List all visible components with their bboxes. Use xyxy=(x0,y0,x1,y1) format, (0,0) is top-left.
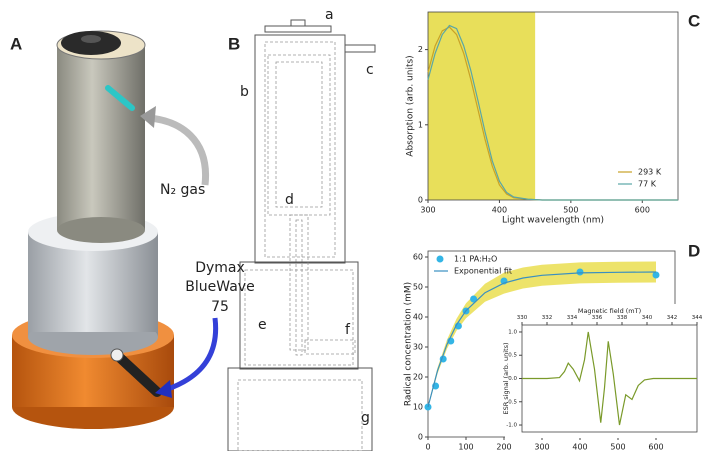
legend-label: Exponential fit xyxy=(454,267,512,276)
part-label: d xyxy=(285,192,294,208)
y-axis-label: ESR signal (arb. units) xyxy=(502,342,510,414)
part-label: a xyxy=(325,7,334,23)
y-tick-label: 20 xyxy=(413,373,423,382)
legend-label: 1:1 PA:H₂O xyxy=(454,255,497,264)
x-tick-label: 300 xyxy=(420,206,435,215)
y-tick-label: 2 xyxy=(418,45,423,54)
x-tick-label: 200 xyxy=(496,443,511,451)
data-point xyxy=(577,269,584,276)
y-tick-label: 1 xyxy=(418,120,423,129)
y-tick-label: -1.0 xyxy=(506,423,517,429)
x-tick-label: 400 xyxy=(492,206,507,215)
legend-marker xyxy=(437,256,444,263)
y-tick-label: 0 xyxy=(418,196,423,205)
legend-label: 293 K xyxy=(638,168,662,177)
highlight-region xyxy=(428,12,535,200)
x-tick-label: 0 xyxy=(425,443,430,451)
x-tick-label: 338 xyxy=(617,315,628,321)
x-tick-label: 332 xyxy=(542,315,553,321)
x-tick-label: 336 xyxy=(592,315,603,321)
x-tick-label: 344 xyxy=(692,315,703,321)
x-tick-label: 330 xyxy=(517,315,528,321)
x-axis-label: Light wavelength (nm) xyxy=(502,216,604,226)
part-label: c xyxy=(366,62,374,78)
part-label: b xyxy=(240,84,249,100)
x-tick-label: 500 xyxy=(610,443,625,451)
panel-label: D xyxy=(688,241,700,260)
part-label: f xyxy=(345,322,351,338)
x-tick-label: 600 xyxy=(648,443,663,451)
y-tick-label: 30 xyxy=(413,343,423,352)
y-axis-label: Absorption (arb. units) xyxy=(406,55,416,156)
gas-label: N₂ gas xyxy=(160,182,205,198)
x-tick-label: 342 xyxy=(667,315,678,321)
lamp-label: BlueWave xyxy=(185,279,254,295)
y-tick-label: 60 xyxy=(413,253,423,262)
y-tick-label: 1.0 xyxy=(508,329,517,335)
panel-b-drawing xyxy=(228,20,375,451)
x-axis-label: Magnetic field (mT) xyxy=(578,307,641,315)
panel-label: C xyxy=(688,11,700,30)
x-tick-label: 300 xyxy=(534,443,549,451)
x-tick-label: 500 xyxy=(563,206,578,215)
y-tick-label: 10 xyxy=(413,403,423,412)
y-tick-label: 50 xyxy=(413,283,423,292)
lamp-label: Dymax xyxy=(195,260,245,276)
figure: ABCDN₂ gasDymaxBlueWave75abcdefg30040050… xyxy=(0,0,704,451)
x-tick-label: 334 xyxy=(567,315,578,321)
lamp-label: 75 xyxy=(211,299,229,315)
x-tick-label: 400 xyxy=(572,443,587,451)
y-axis-label: Radical concentration (mM) xyxy=(404,282,414,406)
x-tick-label: 340 xyxy=(642,315,653,321)
legend-label: 77 K xyxy=(638,180,657,189)
part-label: e xyxy=(258,317,267,333)
y-tick-label: 0 xyxy=(418,433,423,442)
x-tick-label: 600 xyxy=(635,206,650,215)
x-tick-label: 100 xyxy=(458,443,473,451)
panel-label: A xyxy=(10,34,22,53)
y-tick-label: 40 xyxy=(413,313,423,322)
part-label: g xyxy=(361,410,370,426)
panel-a-drawing xyxy=(12,31,216,429)
panel-label: B xyxy=(228,34,240,53)
